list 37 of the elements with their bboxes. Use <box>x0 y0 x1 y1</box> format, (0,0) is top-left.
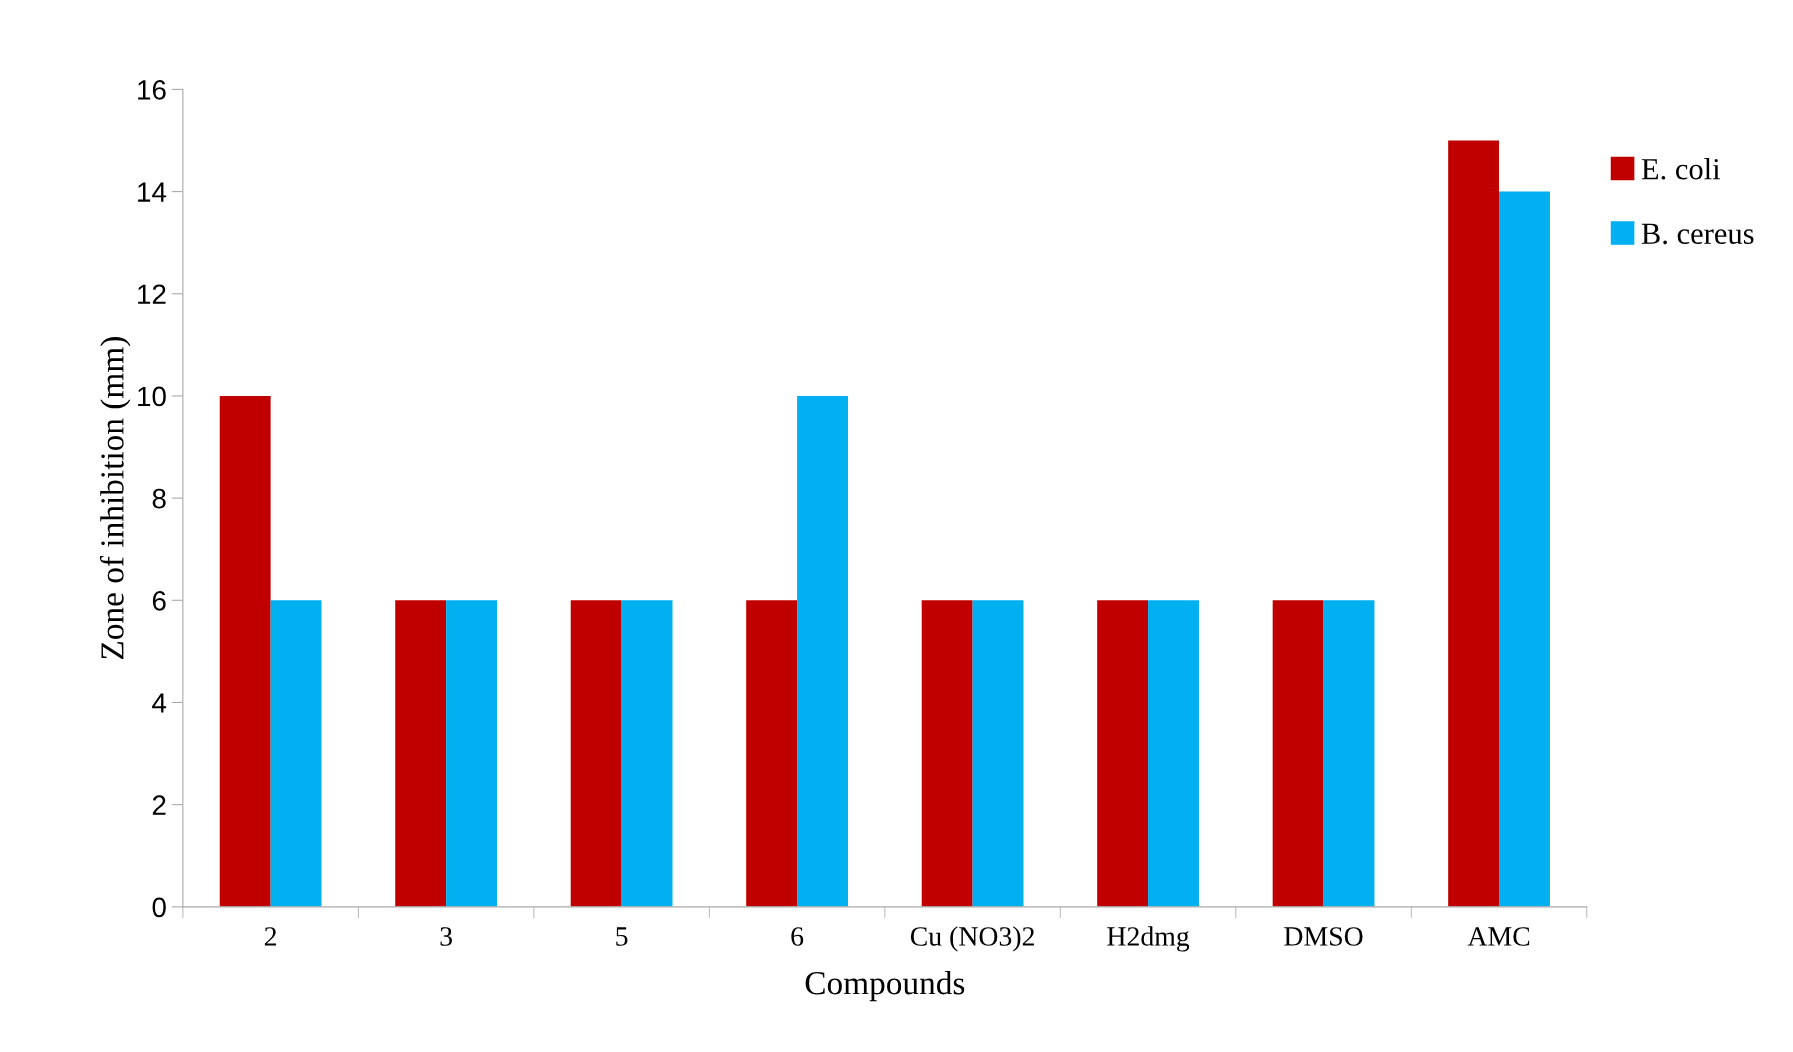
bar <box>972 600 1024 907</box>
y-tick-label: 0 <box>152 897 166 918</box>
bar <box>1323 600 1375 907</box>
bar <box>1272 600 1324 907</box>
bar <box>446 600 498 907</box>
y-tick-label: 2 <box>152 795 166 815</box>
bar <box>921 600 973 907</box>
x-tick-label: H2dmg <box>1107 926 1190 952</box>
y-tick-label: 16 <box>138 80 166 100</box>
x-tick-label: 6 <box>791 927 804 946</box>
bar <box>797 395 848 907</box>
x-tick-label: 5 <box>616 927 628 946</box>
legend-label: B. cereus <box>1641 223 1754 245</box>
bar <box>1448 140 1500 907</box>
bar <box>219 395 271 907</box>
x-axis-title: Compounds <box>805 970 965 1002</box>
x-tick-label: Cu (NO3)2 <box>910 926 1034 952</box>
y-tick-label: 10 <box>138 386 166 407</box>
legend-label: E. coli <box>1641 157 1721 180</box>
bar <box>621 600 673 907</box>
y-tick-label: 4 <box>152 693 167 713</box>
bar <box>1097 600 1149 907</box>
bar <box>1499 191 1550 907</box>
x-tick-label: 2 <box>264 927 277 946</box>
bar <box>270 600 322 907</box>
bar <box>570 600 622 907</box>
x-tick-label: AMC <box>1467 927 1530 946</box>
y-axis-title: Zone of inhibition (mm) <box>99 337 131 659</box>
x-tick-label: 3 <box>440 927 452 946</box>
y-tick-label: 12 <box>138 284 166 304</box>
y-tick-label: 8 <box>152 488 166 509</box>
bar <box>746 600 798 907</box>
bar <box>395 600 447 907</box>
y-tick-label: 14 <box>138 182 167 202</box>
y-tick-label: 6 <box>152 590 166 611</box>
bar <box>1148 600 1199 907</box>
x-tick-label: DMSO <box>1284 927 1363 946</box>
